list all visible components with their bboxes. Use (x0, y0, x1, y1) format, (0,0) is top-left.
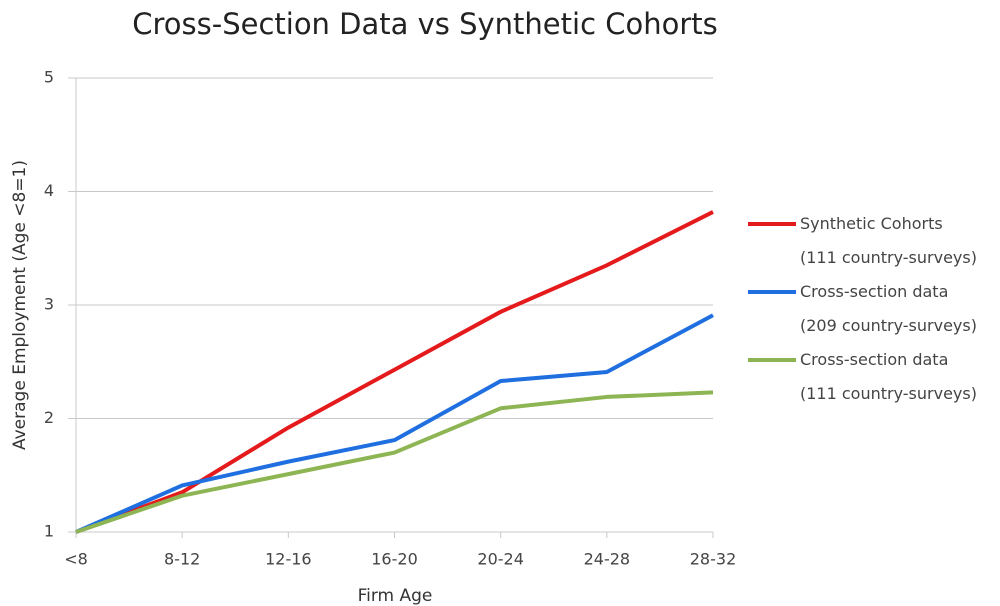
x-tick-label: 16-20 (371, 550, 418, 569)
series-line (75, 313, 714, 534)
y-axis-label: Average Employment (Age <8=1) (10, 160, 30, 450)
legend-swatch (748, 222, 796, 226)
legend-label: Synthetic Cohorts (111 country-surveys) (800, 214, 977, 267)
series-line (75, 210, 714, 534)
x-tick-label: 8-12 (164, 550, 200, 569)
x-tick-label: <8 (64, 550, 88, 569)
x-tick-label: 28-32 (690, 550, 737, 569)
y-tick-label: 3 (44, 295, 54, 314)
x-tick-label: 24-28 (584, 550, 631, 569)
x-axis-label: Firm Age (358, 586, 433, 606)
chart-title: Cross-Section Data vs Synthetic Cohorts (132, 7, 718, 41)
legend-label: Cross-section data (111 country-surveys) (800, 350, 977, 403)
y-tick-label: 2 (44, 408, 54, 427)
legend-item: Cross-section data (209 country-surveys) (748, 275, 977, 343)
y-tick-label: 5 (44, 68, 54, 87)
x-tick-label: 20-24 (477, 550, 524, 569)
y-tick-label: 4 (44, 181, 54, 200)
y-tick-label: 1 (44, 522, 54, 541)
legend-item: Synthetic Cohorts (111 country-surveys) (748, 207, 977, 275)
legend-swatch (748, 290, 796, 294)
series-line (75, 390, 714, 534)
legend-label: Cross-section data (209 country-surveys) (800, 282, 977, 335)
x-tick-label: 12-16 (265, 550, 312, 569)
legend: Synthetic Cohorts (111 country-surveys) C… (748, 207, 977, 411)
legend-item: Cross-section data (111 country-surveys) (748, 343, 977, 411)
legend-swatch (748, 358, 796, 362)
